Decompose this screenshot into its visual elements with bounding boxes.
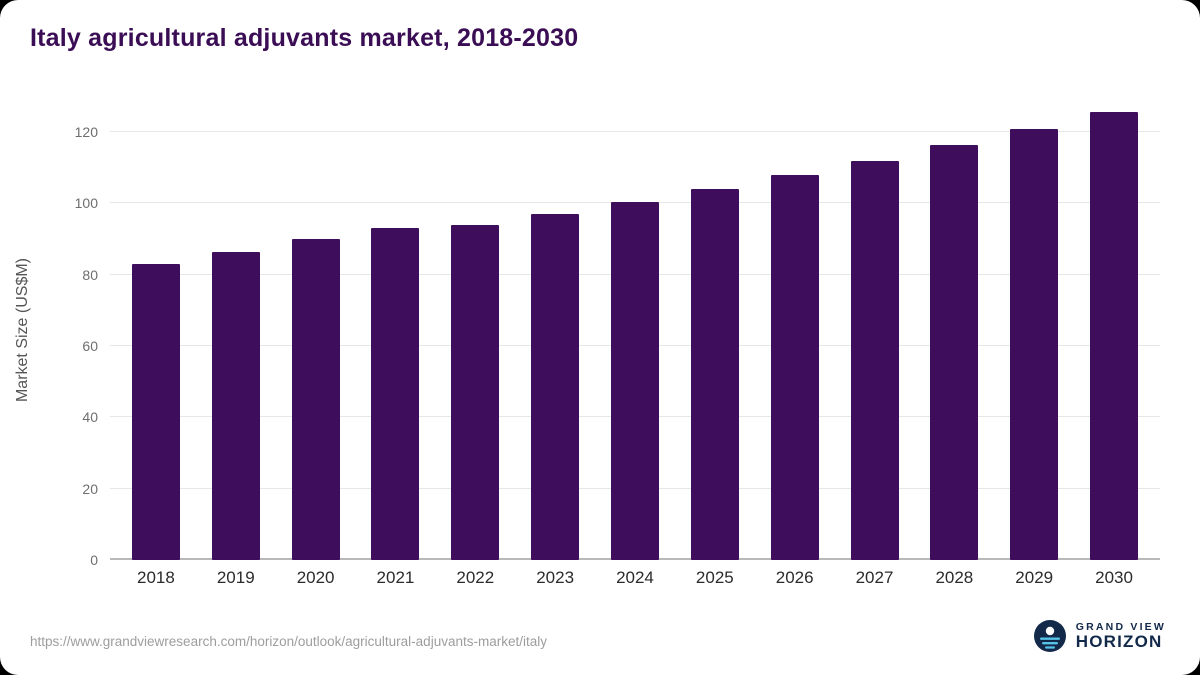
bar-column-2021 (356, 100, 436, 560)
x-tick-label-2030: 2030 (1095, 568, 1133, 587)
bar-column-2029 (994, 100, 1074, 560)
bar-2026 (770, 174, 819, 560)
brand-line1: GRAND VIEW (1075, 620, 1166, 633)
horizon-globe-icon (1033, 620, 1066, 652)
brand-logo-text: GRAND VIEW HORIZON (1075, 620, 1166, 651)
bar-column-2019 (196, 100, 276, 560)
x-tick-label-2023: 2023 (536, 568, 575, 587)
y-tick-label-40: 40 (82, 409, 98, 426)
bar-column-2018 (116, 100, 196, 560)
plot-area: 0 20 40 60 80 100 120 (75, 100, 1160, 568)
x-tick-label-2029: 2029 (1015, 568, 1054, 587)
bar-2022 (451, 224, 500, 560)
bar-column-2024 (595, 100, 675, 560)
bar-column-2030 (1074, 100, 1154, 560)
x-tick-label-2027: 2027 (855, 568, 894, 587)
brand-logo: GRAND VIEW HORIZON (1033, 619, 1166, 653)
x-tick-label-2024: 2024 (616, 568, 654, 587)
bar-2028 (930, 144, 979, 560)
x-tick-label-2018: 2018 (137, 568, 175, 587)
bars-row (116, 100, 1154, 560)
bar-column-2022 (435, 100, 515, 560)
y-tick-label-0: 0 (90, 552, 98, 568)
bar-2018 (131, 264, 180, 560)
bar-column-2025 (675, 100, 755, 560)
bar-column-2020 (276, 100, 356, 560)
x-tick-label-2019: 2019 (216, 568, 255, 587)
page-title: Italy agricultural adjuvants market, 201… (30, 24, 579, 52)
bar-column-2028 (914, 100, 994, 560)
bar-column-2023 (515, 100, 595, 560)
gridline-120 (110, 131, 1160, 133)
x-tick-label-2022: 2022 (456, 568, 495, 587)
bar-2027 (850, 160, 899, 560)
y-tick-label-120: 120 (74, 124, 98, 141)
brand-line2: HORIZON (1075, 631, 1163, 651)
x-tick-label-2025: 2025 (695, 568, 734, 587)
x-tick-label-2028: 2028 (935, 568, 974, 587)
bar-column-2026 (755, 100, 835, 560)
bar-2029 (1010, 128, 1059, 560)
bar-2021 (371, 228, 420, 560)
bar-2019 (211, 251, 260, 560)
bar-column-2027 (835, 100, 915, 560)
source-url: https://www.grandviewresearch.com/horizo… (30, 634, 547, 649)
bar-2020 (291, 239, 340, 560)
x-axis-labels: 2018 2019 2020 2021 2022 2023 2024 2025 2026 2027… (116, 568, 1154, 588)
bar-2024 (610, 201, 659, 560)
bar-2030 (1090, 112, 1139, 560)
x-tick-label-2026: 2026 (775, 568, 814, 587)
bar-2025 (690, 189, 739, 560)
x-tick-label-2021: 2021 (376, 568, 415, 587)
bar-2023 (531, 214, 580, 560)
y-tick-label-20: 20 (82, 480, 98, 497)
y-tick-label-80: 80 (82, 266, 98, 283)
y-tick-label-100: 100 (74, 195, 98, 212)
x-tick-label-2020: 2020 (296, 568, 335, 587)
y-tick-label-60: 60 (82, 338, 98, 355)
